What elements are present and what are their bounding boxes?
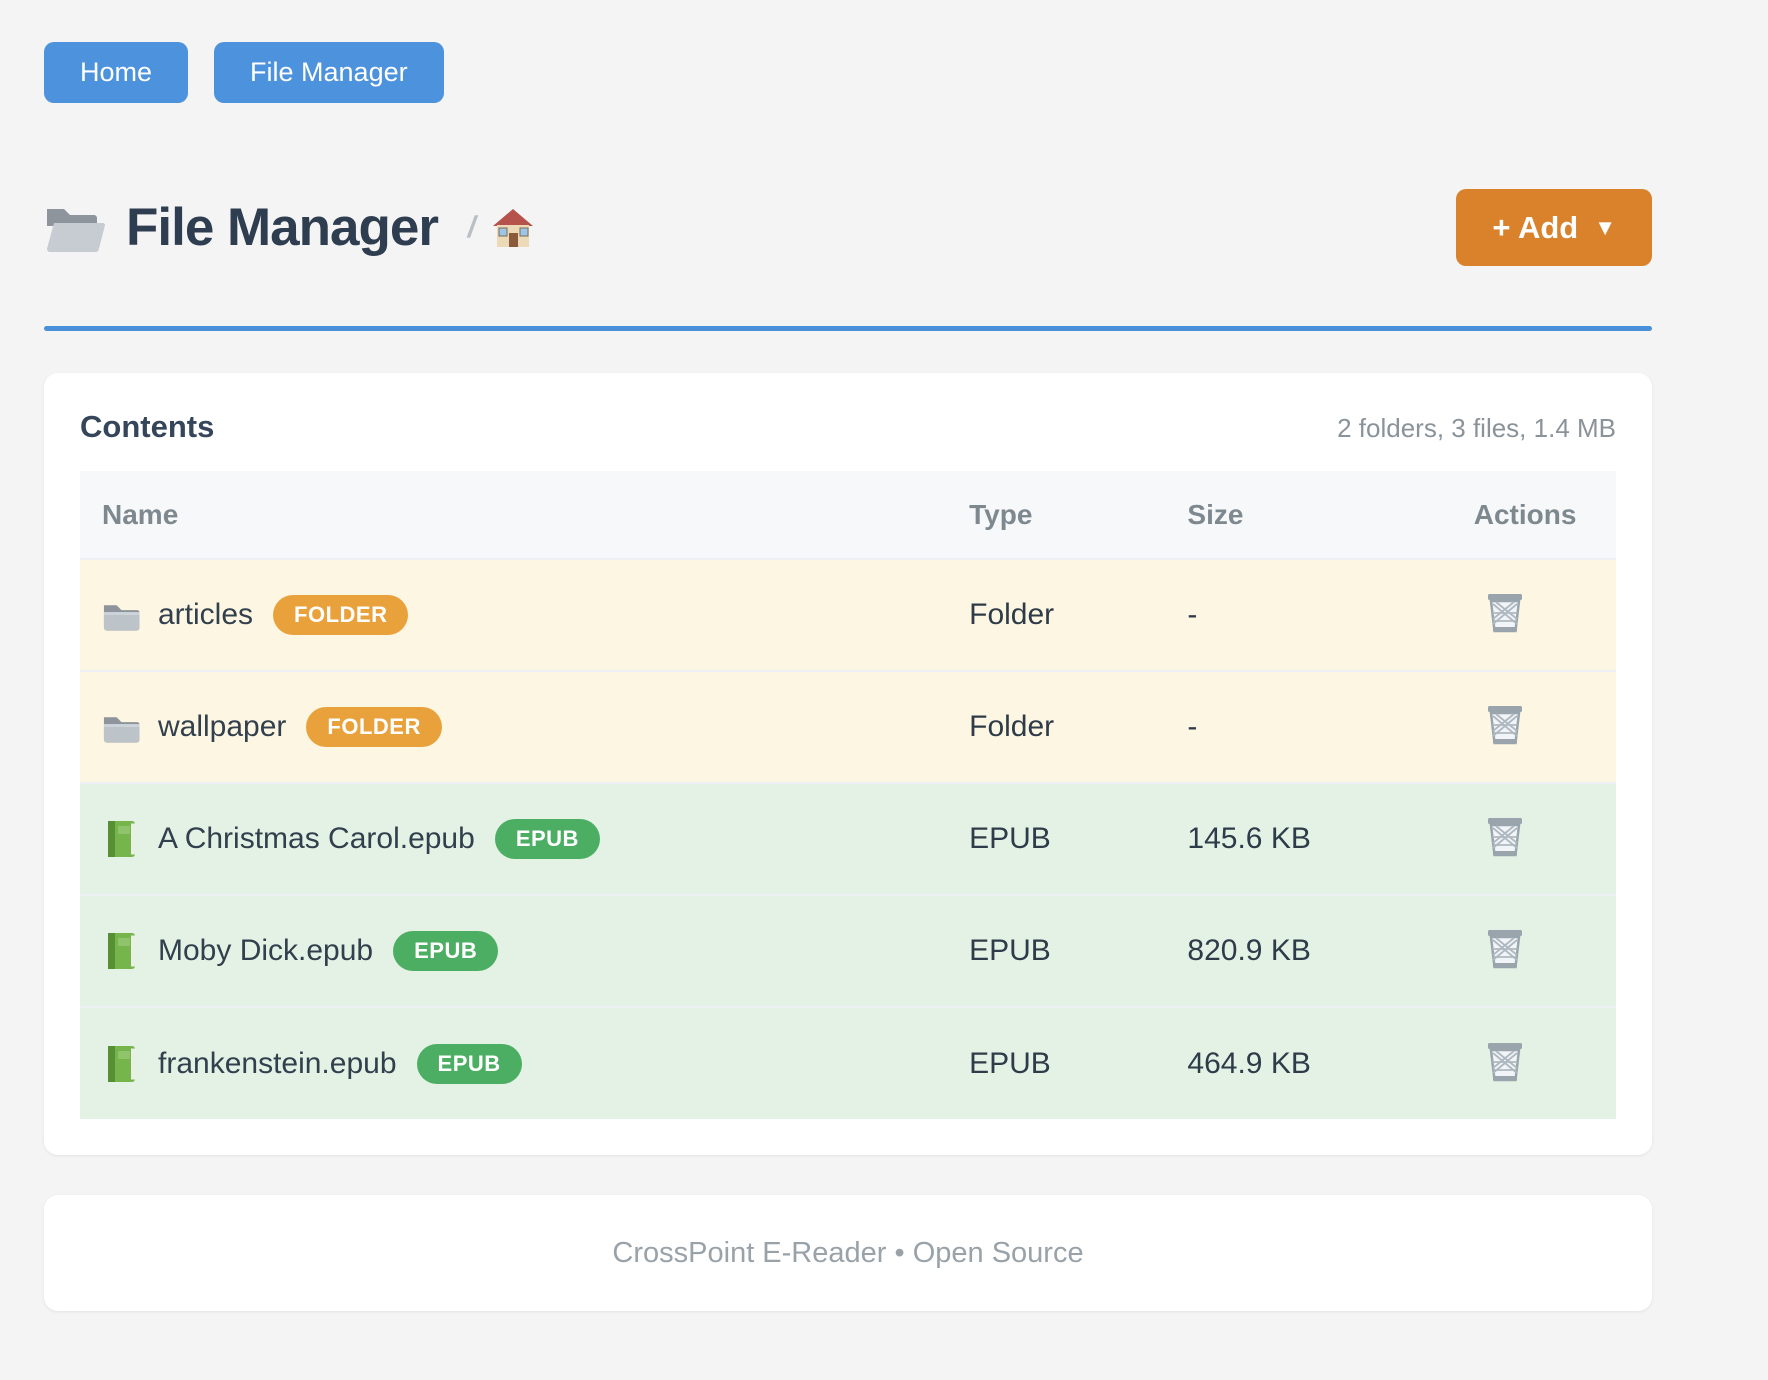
table-row-articles: articles FOLDER Folder - [80,558,1616,671]
delete-button[interactable] [1484,925,1526,971]
nav-button-file-manager[interactable]: File Manager [214,42,444,103]
trash-icon [1486,704,1524,745]
house-icon[interactable] [492,207,534,249]
page-header: File Manager / + Add ▼ [44,189,1652,266]
book-icon [108,933,135,969]
file-table: Name Type Size Actions articles FOLDER F… [80,471,1616,1119]
file-name-link[interactable]: Moby Dick.epub [158,934,374,967]
epub-badge: EPUB [494,819,600,859]
file-size: 820.9 KB [1169,894,1456,1007]
folder-icon [103,717,140,743]
add-button-label: + Add [1492,209,1579,245]
file-size: 464.9 KB [1169,1006,1456,1119]
table-row-christmas-carol: A Christmas Carol.epub EPUB EPUB 145.6 K… [80,782,1616,895]
trash-icon [1486,928,1524,969]
contents-card: Contents 2 folders, 3 files, 1.4 MB Name… [44,373,1652,1155]
contents-heading: Contents [80,409,215,444]
footer: CrossPoint E-Reader • Open Source [44,1195,1652,1311]
column-header-size: Size [1169,471,1456,559]
delete-button[interactable] [1484,701,1526,747]
chevron-down-icon: ▼ [1594,214,1616,240]
trash-icon [1486,1041,1524,1081]
add-button[interactable]: + Add ▼ [1456,189,1652,266]
folder-badge: FOLDER [273,595,409,635]
delete-button[interactable] [1484,813,1526,859]
file-type: EPUB [951,894,1170,1007]
column-header-actions: Actions [1455,471,1616,559]
trash-icon [1486,816,1524,857]
trash-icon [1486,592,1524,633]
nav-button-home[interactable]: Home [44,42,189,103]
breadcrumb-separator: / [465,210,480,244]
page-container: Home File Manager File Manager / + Add ▼… [44,0,1652,1311]
file-name-link[interactable]: articles [158,598,254,631]
page-title: File Manager [126,198,439,257]
file-name-link[interactable]: wallpaper [158,710,287,743]
epub-badge: EPUB [393,931,499,971]
file-size: - [1169,558,1456,671]
column-header-name: Name [80,471,952,559]
table-row-moby-dick: Moby Dick.epub EPUB EPUB 820.9 KB [80,894,1616,1007]
table-row-frankenstein: frankenstein.epub EPUB EPUB 464.9 KB [80,1006,1616,1119]
file-type: Folder [951,558,1170,671]
breadcrumb: / [465,207,534,249]
book-icon [108,1045,135,1082]
table-row-wallpaper: wallpaper FOLDER Folder - [80,670,1616,783]
contents-summary: 2 folders, 3 files, 1.4 MB [1337,413,1616,443]
folder-badge: FOLDER [306,707,442,747]
folder-icon [46,208,105,252]
epub-badge: EPUB [416,1043,522,1084]
folder-icon [103,605,140,631]
file-type: EPUB [951,782,1170,895]
footer-text: CrossPoint E-Reader • Open Source [612,1236,1084,1269]
file-size: - [1169,670,1456,783]
column-header-type: Type [951,471,1170,559]
title-divider [44,326,1652,331]
file-type: Folder [951,670,1170,783]
table-header-row: Name Type Size Actions [80,471,1616,559]
delete-button[interactable] [1484,589,1526,635]
top-nav: Home File Manager [44,0,1652,103]
file-name-link[interactable]: frankenstein.epub [158,1046,397,1080]
file-name-link[interactable]: A Christmas Carol.epub [158,822,475,855]
book-icon [108,821,135,857]
file-type: EPUB [951,1006,1170,1119]
delete-button[interactable] [1484,1038,1526,1084]
file-size: 145.6 KB [1169,782,1456,895]
